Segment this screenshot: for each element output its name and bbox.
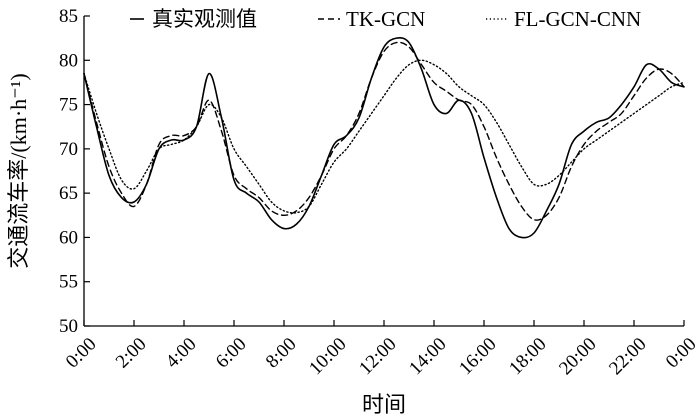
y-tick-label: 70 (59, 139, 78, 160)
y-tick-label: 55 (59, 272, 78, 293)
x-tick-label: 16:00 (455, 334, 500, 379)
y-axis-title: 交通流车率/(km·h⁻¹) (6, 73, 31, 268)
x-tick-label: 22:00 (605, 334, 650, 379)
y-tick-label: 65 (59, 183, 78, 204)
legend: 真实观测值 TK-GCN FL-GCN-CNN (130, 7, 641, 31)
x-tick-label: 20:00 (555, 334, 600, 379)
x-tick-label: 10:00 (305, 334, 350, 379)
legend-label-3: FL-GCN-CNN (514, 7, 641, 31)
y-tick-label: 85 (59, 6, 78, 27)
series-line-3 (83, 59, 685, 214)
y-tick-label: 60 (59, 227, 78, 248)
x-tick-label: 18:00 (505, 334, 550, 379)
series-line-2 (83, 41, 685, 221)
x-tick-label: 0:00 (62, 334, 101, 373)
y-tick-label: 80 (59, 50, 78, 71)
legend-label-2: TK-GCN (346, 7, 425, 31)
x-tick-label: 0:00 (662, 334, 700, 373)
x-tick-label: 6:00 (212, 334, 251, 373)
series-group (83, 36, 685, 239)
axes: 50 55 60 65 70 75 80 85 0:00 2:00 4:00 6:00 8:00 10:0… (59, 6, 700, 379)
x-tick-label: 2:00 (112, 334, 151, 373)
x-tick-label: 8:00 (262, 334, 301, 373)
y-tick-label: 50 (59, 316, 78, 337)
series-line-1 (83, 36, 685, 239)
legend-label-1: 真实观测值 (152, 7, 257, 31)
y-tick-label: 75 (59, 95, 78, 116)
x-tick-label: 14:00 (405, 334, 450, 379)
x-axis-title: 时间 (362, 392, 406, 417)
x-tick-label: 12:00 (355, 334, 400, 379)
x-tick-label: 4:00 (162, 334, 201, 373)
